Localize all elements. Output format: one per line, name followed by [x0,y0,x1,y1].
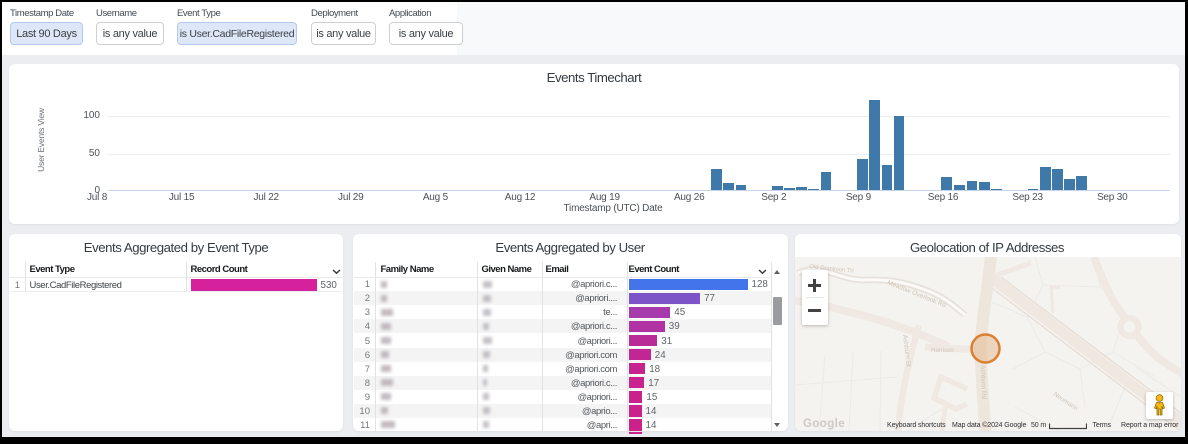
svg-text:Old Dominion Trl: Old Dominion Trl [809,264,854,275]
svg-text:Ashburn St: Ashburn St [901,334,912,367]
svg-text:Harrison: Harrison [931,348,954,354]
svg-text:Ashburn Rd: Ashburn Rd [979,365,987,400]
